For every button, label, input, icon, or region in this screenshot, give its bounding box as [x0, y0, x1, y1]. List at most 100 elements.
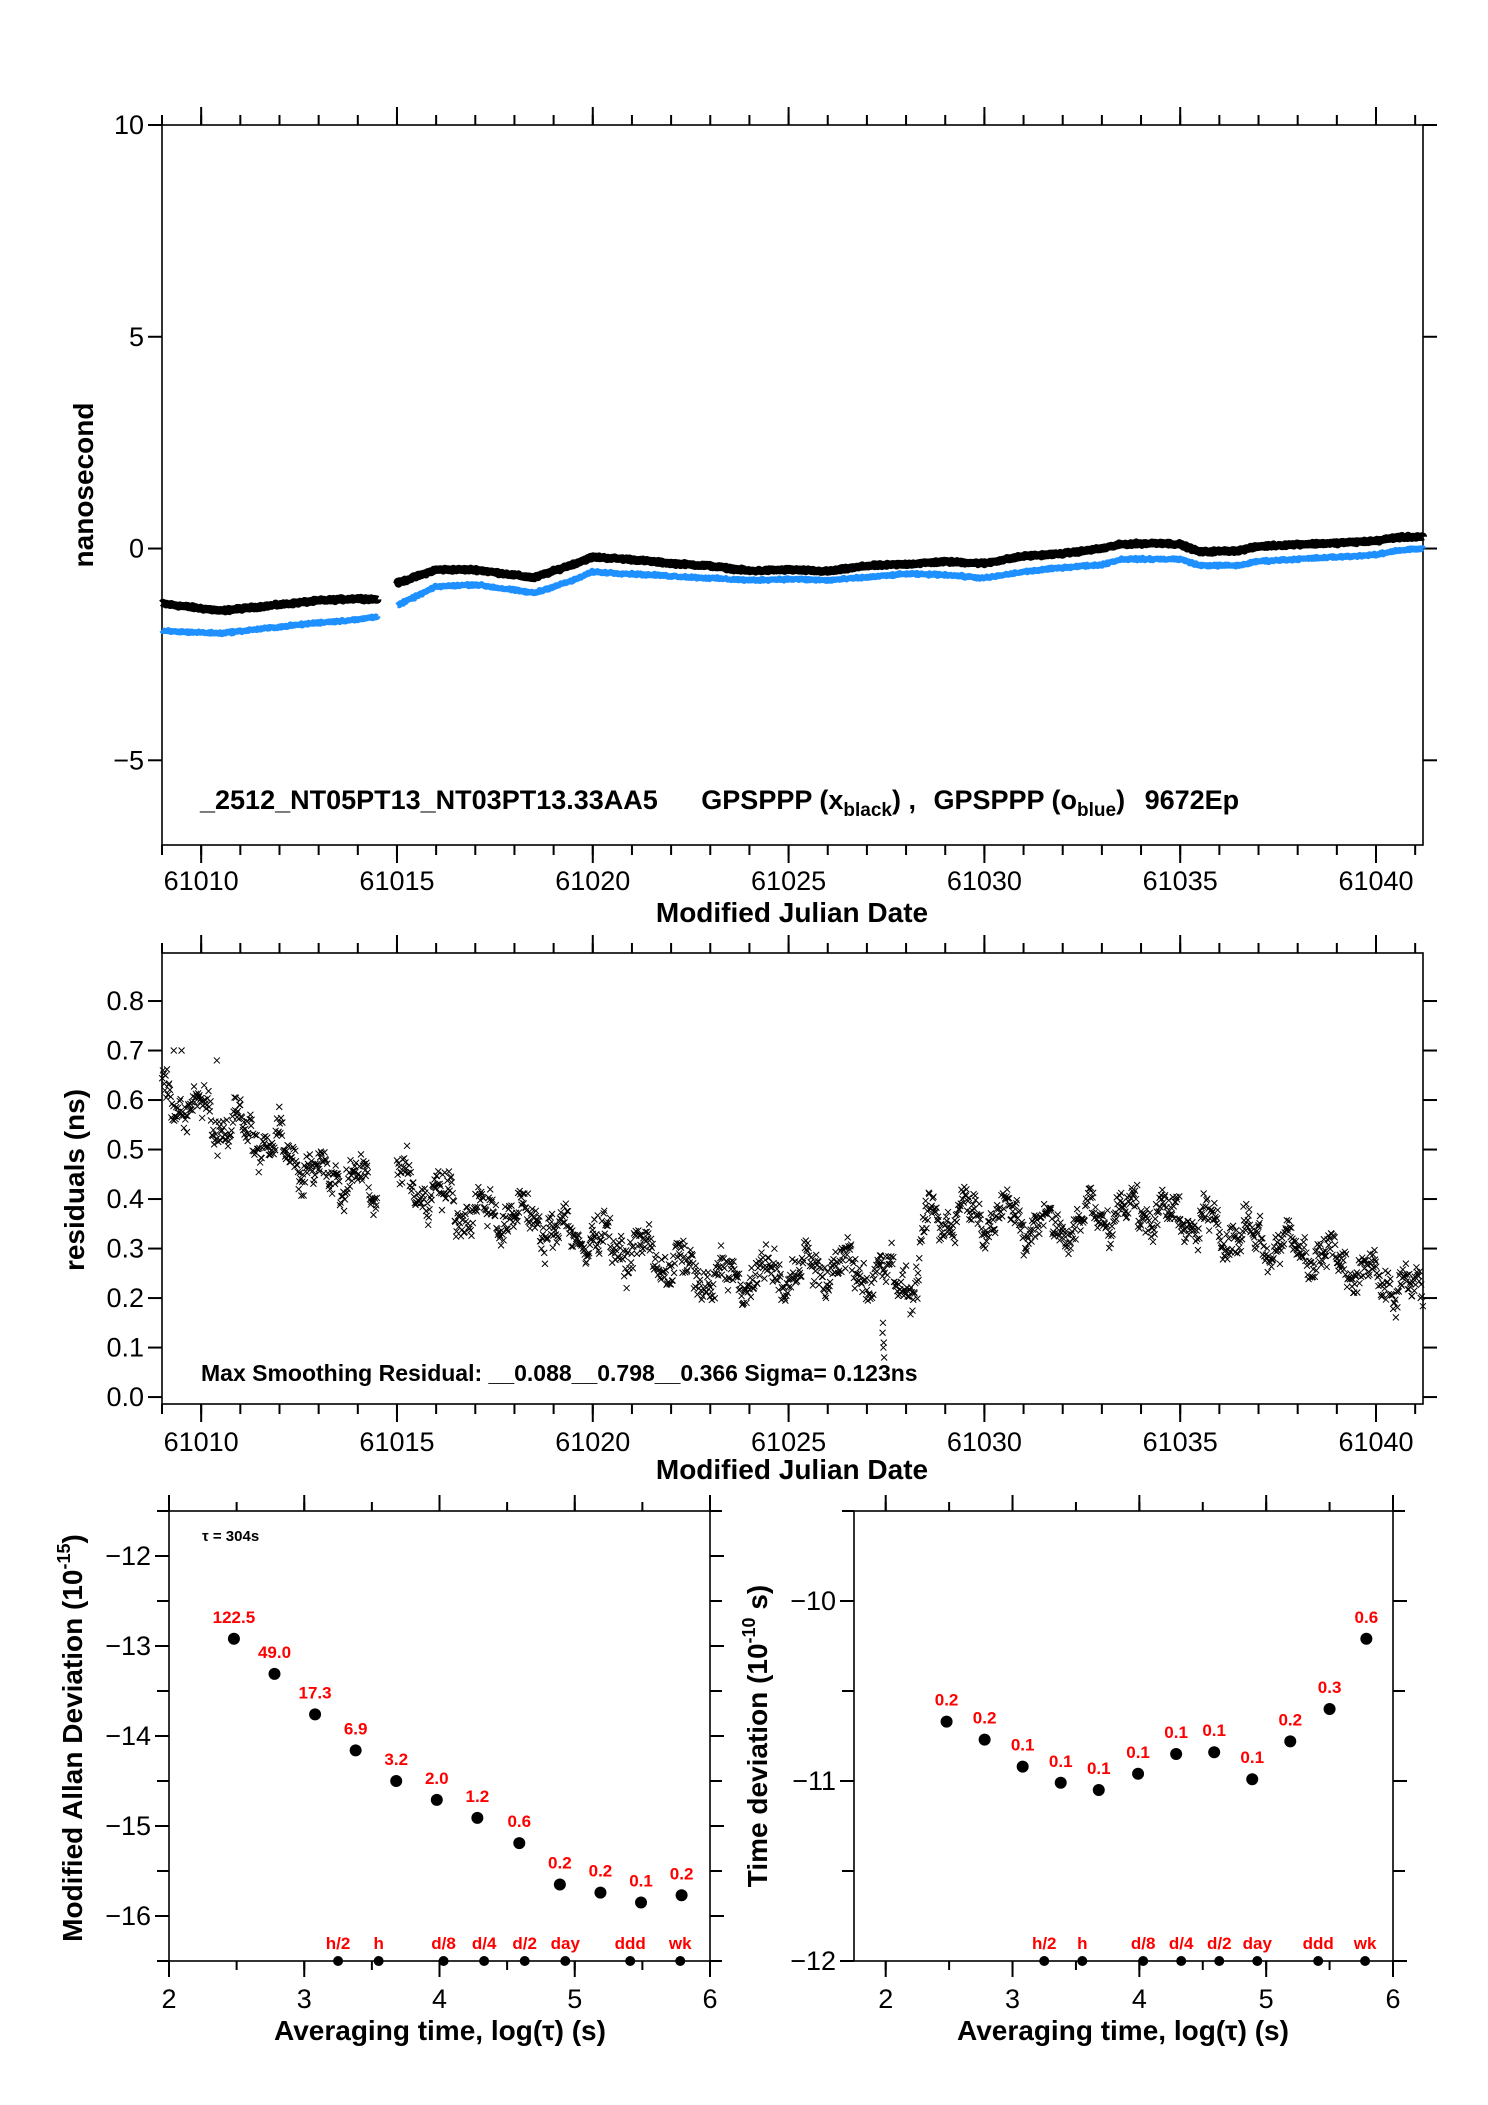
residual-point	[843, 1251, 851, 1259]
residual-point	[1174, 1215, 1182, 1223]
mdev-point-label: 2.0	[425, 1769, 449, 1788]
residual-point	[874, 1256, 881, 1264]
residual-point	[340, 1207, 348, 1215]
residuals-x-tick-label: 61015	[359, 1427, 434, 1457]
residual-point	[347, 1171, 355, 1179]
residual-point	[583, 1258, 590, 1266]
residual-point	[1376, 1272, 1383, 1279]
mdev-point-label: 122.5	[213, 1608, 256, 1627]
residual-point	[1310, 1260, 1318, 1268]
residual-point	[1109, 1231, 1116, 1238]
residual-point	[496, 1232, 504, 1239]
phase-frame	[161, 124, 1424, 846]
residual-point	[1185, 1230, 1193, 1238]
residual-point	[166, 1086, 174, 1094]
residual-point	[1029, 1226, 1037, 1234]
residual-point	[1089, 1189, 1097, 1197]
tdev-reference-mark	[1252, 1956, 1263, 1966]
residual-point	[205, 1087, 212, 1095]
residual-point	[303, 1169, 311, 1177]
residual-point	[1019, 1221, 1027, 1229]
residual-point	[228, 1127, 235, 1134]
mdev-point-label: 1.2	[466, 1787, 490, 1806]
residual-point	[1302, 1249, 1310, 1257]
residual-point	[641, 1243, 649, 1251]
tdev-point-label: 0.1	[1240, 1748, 1264, 1767]
mdev-point	[430, 1793, 443, 1806]
residual-point	[503, 1225, 511, 1233]
residual-point	[851, 1255, 859, 1263]
residual-point	[593, 1241, 601, 1249]
residual-point	[409, 1179, 417, 1186]
residual-point	[1278, 1234, 1286, 1242]
residual-point	[539, 1231, 547, 1238]
tdev-point-label: 0.2	[1278, 1710, 1302, 1729]
mdev-point	[594, 1886, 607, 1899]
residual-point	[1182, 1235, 1190, 1242]
residual-point	[1108, 1222, 1116, 1230]
residual-point	[346, 1183, 354, 1190]
residual-point	[1319, 1248, 1327, 1256]
residual-point	[394, 1171, 402, 1179]
residual-point	[328, 1190, 336, 1198]
residual-point	[434, 1168, 442, 1175]
residuals-x-tick-label: 61010	[164, 1427, 239, 1457]
residual-point	[1322, 1252, 1330, 1260]
mdev-reference-label: d/4	[472, 1934, 497, 1953]
residual-point	[1242, 1226, 1250, 1234]
residual-point	[1331, 1241, 1339, 1249]
residual-point	[1112, 1215, 1120, 1223]
tdev-point-label: 0.2	[935, 1691, 959, 1710]
mdev-y-tick-label: −13	[105, 1631, 151, 1661]
tdev-reference-mark	[1077, 1956, 1088, 1966]
residual-point	[348, 1177, 356, 1185]
mdev-point-label: 0.2	[548, 1854, 572, 1873]
residual-point	[1360, 1256, 1368, 1264]
tdev-reference-mark	[1138, 1956, 1149, 1966]
residual-point	[216, 1123, 223, 1130]
residual-point	[661, 1253, 669, 1261]
residual-point	[983, 1229, 991, 1237]
residual-point	[752, 1271, 759, 1278]
residual-point	[1120, 1201, 1128, 1209]
residual-point	[797, 1272, 805, 1280]
residuals-x-tick-label: 61030	[947, 1427, 1022, 1457]
residual-point	[1250, 1232, 1257, 1239]
residual-point	[172, 1103, 180, 1111]
residual-point	[258, 1154, 265, 1162]
mdev-point	[513, 1837, 526, 1850]
tdev-reference-mark	[1176, 1956, 1187, 1966]
residual-point	[1099, 1212, 1107, 1220]
residual-point	[758, 1249, 765, 1256]
tdev-axes: 2 3 4 5 6 −10 −11 −12	[790, 1495, 1407, 2014]
residual-point	[841, 1244, 849, 1252]
mdev-point	[349, 1744, 362, 1757]
residual-point	[535, 1213, 543, 1220]
residual-point	[1173, 1193, 1180, 1201]
tdev-point-label: 0.6	[1355, 1608, 1379, 1627]
residual-point	[882, 1278, 890, 1286]
residual-point	[1057, 1219, 1064, 1227]
residual-point	[738, 1292, 745, 1300]
residual-point	[568, 1243, 575, 1250]
residual-point	[629, 1264, 637, 1272]
residual-point	[878, 1258, 886, 1265]
residual-point	[1158, 1186, 1166, 1194]
residual-point	[437, 1182, 444, 1190]
residual-point	[1392, 1314, 1400, 1321]
residual-point	[842, 1265, 849, 1272]
residual-point	[671, 1260, 679, 1267]
residual-point	[445, 1168, 453, 1175]
residual-point	[274, 1130, 282, 1137]
residual-point	[450, 1197, 458, 1205]
residual-point	[1331, 1233, 1339, 1241]
residual-point	[694, 1267, 702, 1275]
mdev-frame	[168, 1510, 711, 1962]
residual-point	[505, 1202, 513, 1210]
residual-point	[223, 1116, 231, 1124]
residual-point	[424, 1221, 432, 1229]
residual-point	[936, 1224, 944, 1232]
residual-point	[887, 1253, 895, 1260]
residual-point	[599, 1238, 607, 1245]
residual-point	[882, 1253, 889, 1260]
